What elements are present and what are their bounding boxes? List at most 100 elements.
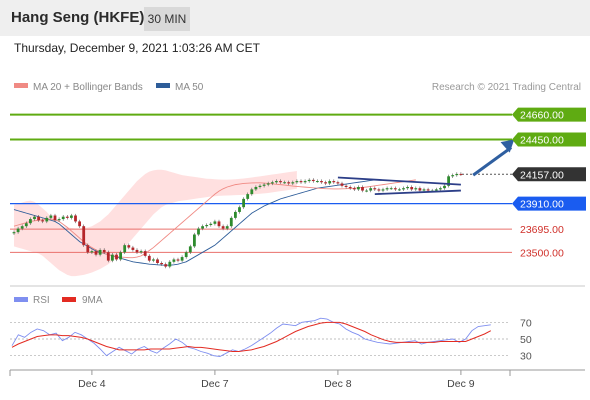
resistance-level-tag: [512, 132, 586, 147]
candle-body: [193, 234, 196, 247]
candle-body: [361, 187, 364, 191]
candle-body: [443, 185, 446, 189]
candle-body: [270, 182, 274, 184]
forecast-arrow-head: [500, 139, 515, 153]
resistance-level-label: 24660.00: [520, 110, 564, 122]
candle-body: [414, 188, 418, 190]
resistance-level-tag: [512, 107, 586, 122]
candle-body: [332, 181, 336, 183]
candle-body: [344, 185, 348, 187]
rsi-tick-label: 70: [520, 317, 532, 329]
candle-body: [209, 223, 213, 225]
candle-body: [172, 259, 176, 262]
candle-body: [406, 187, 409, 189]
candle-body: [98, 249, 102, 255]
candle-body: [119, 252, 122, 260]
rsi-ma-legend-label: 9MA: [82, 295, 103, 306]
candle-body: [221, 226, 225, 229]
candle-body: [242, 198, 245, 208]
candle-body: [439, 188, 442, 190]
candle-body: [451, 175, 455, 177]
candle-body: [229, 217, 233, 227]
rsi-ma-line: [11, 321, 492, 352]
candle-body: [365, 190, 368, 192]
candle-body: [250, 189, 254, 195]
rsi-legend-swatch: [14, 297, 28, 302]
candle-body: [135, 249, 139, 253]
candle-body: [139, 251, 143, 253]
rsi-panel: 70 50 30: [10, 317, 532, 363]
candle-body: [86, 245, 90, 253]
candle-body: [53, 215, 57, 221]
candle-body: [41, 220, 45, 222]
candle-body: [254, 187, 258, 190]
rsi-tick-label: 50: [520, 334, 532, 346]
pivot-level-tag: [512, 196, 586, 211]
ma20-line: [13, 179, 416, 259]
rsi-legend-label: RSI: [33, 295, 50, 306]
candle-body: [57, 219, 61, 221]
candle-body: [111, 254, 114, 261]
candle-body: [156, 259, 159, 263]
candle-body: [447, 176, 450, 186]
x-tick-label: Dec 4: [78, 378, 106, 390]
candle-body: [61, 216, 65, 220]
candle-body: [90, 251, 94, 253]
candle-body: [131, 247, 135, 250]
candle-body: [258, 185, 262, 187]
candle-body: [398, 189, 401, 191]
candle-body: [147, 255, 151, 261]
time-axis: Dec 4 Dec 7 Dec 8 Dec 9: [78, 370, 475, 390]
candle-body: [373, 188, 377, 190]
candle-body: [459, 173, 463, 175]
candle-body: [316, 181, 319, 183]
candle-body: [393, 188, 397, 190]
candle-body: [455, 173, 459, 176]
candle-body: [12, 232, 16, 234]
candle-body: [418, 188, 422, 191]
timeframe-button[interactable]: 30 MIN: [144, 7, 190, 31]
candle-body: [20, 226, 24, 229]
candle-body: [238, 207, 241, 212]
x-tick-label: Dec 7: [201, 378, 229, 390]
candle-body: [307, 179, 311, 182]
instrument-title: Hang Seng (HKFE): [11, 9, 145, 26]
moving-average-layer: [13, 179, 416, 266]
candle-body: [164, 264, 168, 267]
candle-body: [123, 245, 127, 253]
x-tick-label: Dec 9: [447, 378, 475, 390]
candle-body: [225, 226, 229, 229]
candle-body: [381, 189, 385, 191]
bollinger-band-layer: [14, 169, 297, 277]
research-credit: Research © 2021 Trading Central: [432, 82, 581, 93]
candle-body: [303, 181, 307, 183]
chart-header: Hang Seng (HKFE) 30 MIN: [0, 0, 590, 36]
candle-body: [299, 181, 303, 183]
x-tick-label: Dec 8: [324, 378, 352, 390]
candle-body: [102, 249, 106, 253]
pattern-layer: [337, 139, 515, 196]
current-level-label: 24157.00: [520, 169, 564, 181]
candle-body: [283, 182, 286, 184]
bollinger-band-fill: [14, 169, 297, 277]
ma20-legend-swatch: [14, 83, 28, 88]
candle-body: [389, 188, 393, 190]
candle-body: [16, 228, 20, 233]
price-levels-layer: [10, 113, 512, 253]
trend-pattern-line: [337, 176, 461, 186]
candle-body: [295, 181, 299, 183]
candle-body: [385, 188, 389, 190]
candle-body: [168, 261, 172, 267]
candle-body: [188, 246, 192, 253]
candle-body: [328, 181, 332, 184]
candle-body: [348, 187, 352, 189]
level-label-layer: 24660.00 24450.00 24157.00 23910.00 23695.00…: [512, 107, 586, 259]
ma50-line: [13, 179, 375, 266]
candle-body: [213, 221, 217, 224]
support-level-label: 23695.00: [520, 224, 564, 236]
resistance-level-label: 24450.00: [520, 135, 564, 147]
candle-body: [152, 259, 155, 261]
candle-body: [357, 187, 360, 190]
timestamp-label: Thursday, December 9, 2021 1:03:26 AM CE…: [14, 41, 260, 55]
